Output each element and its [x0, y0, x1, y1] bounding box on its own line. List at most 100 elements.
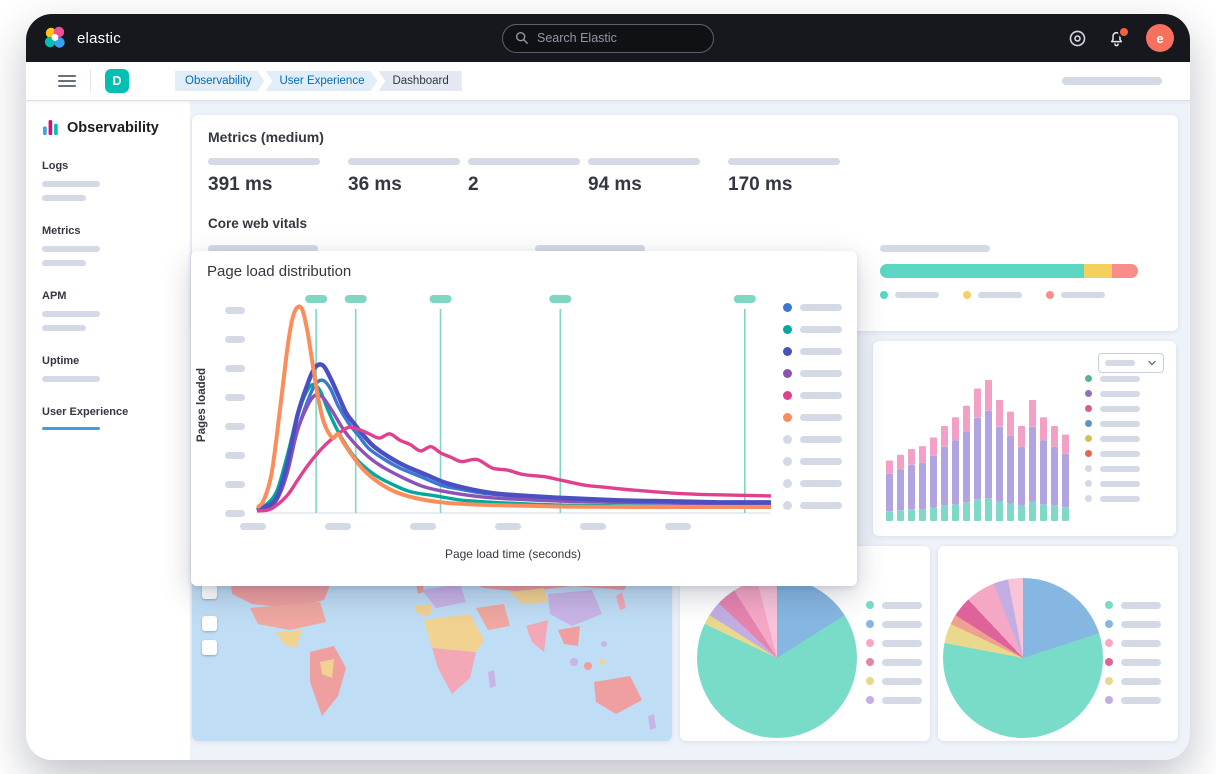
- legend-item[interactable]: [1085, 465, 1140, 472]
- legend-dot: [1085, 390, 1092, 397]
- sidebar-item-label: Metrics: [42, 225, 81, 237]
- legend-dot-skeleton: [783, 501, 792, 510]
- legend-item[interactable]: [1085, 420, 1140, 427]
- sidebar-item-label: APM: [42, 290, 67, 302]
- skeleton-placeholder: [240, 523, 266, 530]
- legend-item[interactable]: [1085, 435, 1140, 442]
- sidebar-item-apm[interactable]: APM: [42, 290, 176, 331]
- user-avatar[interactable]: e: [1146, 24, 1174, 52]
- elastic-logo[interactable]: elastic: [42, 25, 121, 51]
- legend-dot-skeleton: [783, 435, 792, 444]
- legend-item[interactable]: [783, 391, 842, 400]
- legend-item[interactable]: [866, 601, 922, 609]
- search-placeholder: Search Elastic: [537, 31, 617, 45]
- notifications-bell-icon[interactable]: [1107, 25, 1130, 48]
- space-avatar[interactable]: D: [105, 69, 129, 93]
- breadcrumb-user-experience[interactable]: User Experience: [265, 71, 377, 91]
- chart-options-select[interactable]: [1098, 353, 1164, 373]
- legend-item[interactable]: [1085, 450, 1140, 457]
- map-layer-checkbox[interactable]: [202, 584, 217, 599]
- metric-value: 391 ms: [208, 174, 273, 195]
- legend-dot: [866, 696, 874, 704]
- skeleton-placeholder: [42, 181, 100, 187]
- legend-item[interactable]: [783, 457, 842, 466]
- legend-item[interactable]: [866, 677, 922, 685]
- skeleton-placeholder: [225, 452, 245, 459]
- legend-item[interactable]: [880, 291, 939, 299]
- legend-dot-skeleton: [783, 479, 792, 488]
- core-web-vital-bar: [880, 264, 1138, 278]
- legend-item[interactable]: [866, 696, 922, 704]
- legend-item[interactable]: [1085, 390, 1140, 397]
- skeleton-placeholder: [800, 392, 842, 399]
- pie-chart[interactable]: [943, 578, 1103, 738]
- skeleton-placeholder: [42, 376, 100, 382]
- skeleton-placeholder: [495, 523, 521, 530]
- legend-dot: [1105, 620, 1113, 628]
- legend-dot: [866, 601, 874, 609]
- pie-panel-right: [938, 546, 1178, 741]
- skeleton-placeholder: [895, 292, 939, 298]
- legend-item[interactable]: [783, 501, 842, 510]
- legend-item[interactable]: [783, 369, 842, 378]
- modal-title: Page load distribution: [207, 263, 352, 280]
- sidebar-title[interactable]: Observability: [42, 119, 176, 136]
- legend-item[interactable]: [963, 291, 1022, 299]
- legend-item[interactable]: [866, 658, 922, 666]
- legend-item[interactable]: [783, 435, 842, 444]
- elastic-logo-icon: [44, 26, 65, 48]
- map-zoom-out-button[interactable]: [202, 640, 217, 655]
- skeleton-placeholder: [665, 523, 691, 530]
- legend-item[interactable]: [866, 620, 922, 628]
- legend-item[interactable]: [1046, 291, 1105, 299]
- legend-dot: [1085, 375, 1092, 382]
- metric-value: 2: [468, 174, 479, 195]
- breadcrumb-dashboard[interactable]: Dashboard: [378, 71, 462, 91]
- metric-value: 36 ms: [348, 174, 402, 195]
- pie-legend: [1105, 601, 1161, 704]
- skeleton-placeholder: [800, 502, 842, 509]
- global-search-input[interactable]: Search Elastic: [502, 23, 714, 53]
- legend-item[interactable]: [783, 347, 842, 356]
- legend-item[interactable]: [1105, 639, 1161, 647]
- legend-item[interactable]: [783, 479, 842, 488]
- legend-item[interactable]: [1105, 677, 1161, 685]
- legend-item[interactable]: [1085, 480, 1140, 487]
- pie-chart[interactable]: [697, 578, 857, 738]
- top-bar-right: e: [714, 24, 1174, 52]
- legend-dot: [1105, 601, 1113, 609]
- map-zoom-in-button[interactable]: [202, 616, 217, 631]
- help-icon[interactable]: [1068, 29, 1087, 48]
- sidebar-item-uptime[interactable]: Uptime: [42, 355, 176, 382]
- menu-hamburger-icon[interactable]: [58, 75, 76, 87]
- legend-item[interactable]: [1105, 601, 1161, 609]
- app-window: elastic Search Elastic: [26, 14, 1190, 760]
- sidebar-item-logs[interactable]: Logs: [42, 160, 176, 201]
- legend-item[interactable]: [1085, 375, 1140, 382]
- skeleton-placeholder: [1121, 620, 1161, 628]
- legend-item[interactable]: [1085, 495, 1140, 502]
- sidebar-item-label: User Experience: [42, 406, 129, 418]
- legend-item[interactable]: [1085, 405, 1140, 412]
- skeleton-placeholder: [882, 620, 922, 628]
- legend-item[interactable]: [783, 325, 842, 334]
- sidebar-item-metrics[interactable]: Metrics: [42, 225, 176, 266]
- legend-item[interactable]: [1105, 696, 1161, 704]
- legend-dot-skeleton: [783, 457, 792, 466]
- legend-item[interactable]: [866, 639, 922, 647]
- sidebar-item-user-experience[interactable]: User Experience: [42, 406, 176, 430]
- breadcrumb-observability[interactable]: Observability: [175, 71, 264, 91]
- legend-dot: [783, 369, 792, 378]
- legend-item[interactable]: [1105, 620, 1161, 628]
- skeleton-placeholder: [535, 245, 645, 252]
- notification-dot: [1118, 25, 1130, 38]
- legend-item[interactable]: [1105, 658, 1161, 666]
- y-axis-label: Pages loaded: [196, 367, 208, 443]
- legend-item[interactable]: [783, 303, 842, 312]
- sidebar-nav: Logs Metrics APM Uptime User Experience: [42, 160, 176, 430]
- skeleton-placeholder: [42, 325, 86, 331]
- legend-dot-skeleton: [1085, 465, 1092, 472]
- skeleton-placeholder: [1121, 677, 1161, 685]
- legend-item[interactable]: [783, 413, 842, 422]
- legend-dot: [1105, 696, 1113, 704]
